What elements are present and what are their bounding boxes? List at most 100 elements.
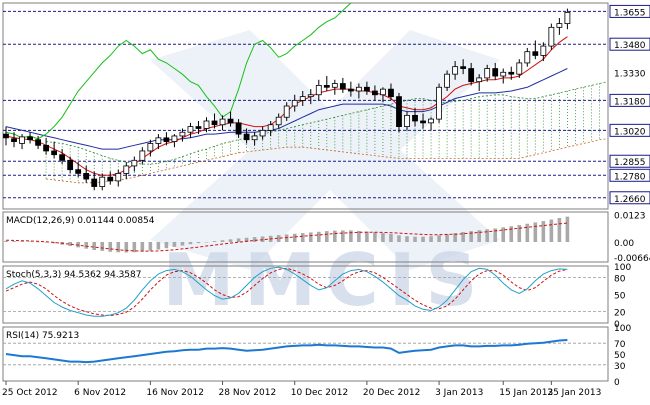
macd-bar bbox=[357, 230, 361, 242]
stoch-tick-label: 50 bbox=[614, 292, 626, 302]
macd-bar bbox=[477, 230, 481, 242]
candle-body bbox=[484, 68, 491, 79]
macd-bar bbox=[437, 235, 441, 242]
candle bbox=[171, 134, 178, 148]
candle bbox=[556, 17, 563, 35]
rsi-tick-label: 70 bbox=[614, 340, 626, 350]
macd-bar bbox=[244, 237, 249, 242]
macd-bar bbox=[188, 242, 193, 245]
macd-bar bbox=[292, 233, 297, 242]
candle bbox=[372, 85, 378, 101]
price-tick-label: 1.2855 bbox=[614, 158, 646, 168]
candle-body bbox=[339, 83, 346, 90]
senkou-span-a bbox=[46, 81, 608, 165]
macd-bar bbox=[140, 242, 145, 252]
candle-body bbox=[468, 68, 475, 83]
macd-bar bbox=[36, 241, 40, 243]
macd-bar bbox=[405, 236, 409, 242]
x-tick-label: 25 Jan 2013 bbox=[547, 388, 601, 398]
macd-bar bbox=[349, 230, 353, 242]
candle bbox=[243, 128, 250, 144]
macd-bar bbox=[493, 228, 498, 242]
rsi-frame bbox=[2, 326, 609, 382]
price-tick-label: 1.3330 bbox=[614, 69, 646, 79]
macd-tick-label: 0.00 bbox=[614, 239, 634, 249]
candle bbox=[420, 113, 426, 129]
candle-body bbox=[404, 114, 410, 128]
candle bbox=[388, 83, 394, 101]
watermark-logo-shape bbox=[150, 30, 500, 270]
candle bbox=[468, 62, 475, 86]
candle bbox=[380, 87, 386, 103]
rsi-tick-label: 100 bbox=[614, 324, 631, 334]
stoch-tick-label: 80 bbox=[614, 274, 626, 284]
candle-body bbox=[243, 133, 250, 141]
macd-bar bbox=[533, 222, 538, 242]
candle bbox=[35, 135, 41, 150]
x-tick-label: 28 Nov 2012 bbox=[219, 388, 277, 398]
macd-bar bbox=[445, 234, 449, 242]
candle bbox=[115, 169, 122, 187]
candle bbox=[147, 139, 154, 157]
macd-bar bbox=[68, 242, 72, 246]
rsi-label: RSI(14) 75.9213 bbox=[6, 331, 79, 341]
candle bbox=[396, 92, 402, 133]
candle bbox=[139, 147, 146, 165]
price-tick-label: 1.3480 bbox=[614, 41, 646, 51]
macd-bar bbox=[236, 238, 241, 242]
candle bbox=[275, 113, 282, 129]
candle-body bbox=[91, 178, 98, 187]
candle bbox=[444, 70, 451, 92]
candle-body bbox=[195, 126, 202, 129]
candle-body bbox=[19, 136, 25, 144]
candle-body bbox=[163, 137, 170, 142]
candle-body bbox=[396, 96, 402, 127]
macd-bar bbox=[20, 241, 24, 242]
candle bbox=[203, 117, 210, 133]
candle-body bbox=[275, 116, 282, 126]
macd-bar bbox=[308, 232, 313, 242]
x-tick-label: 16 Nov 2012 bbox=[146, 388, 204, 398]
macd-bar bbox=[300, 233, 305, 242]
watermark-logo bbox=[150, 30, 500, 270]
macd-bar bbox=[180, 242, 185, 246]
candle bbox=[508, 66, 515, 80]
macd-bar bbox=[52, 242, 56, 244]
candle bbox=[67, 156, 74, 174]
macd-bar bbox=[485, 229, 489, 242]
macd-bar bbox=[100, 242, 105, 251]
macd-bar bbox=[525, 223, 530, 242]
candle bbox=[412, 107, 418, 127]
candle-body bbox=[123, 165, 130, 174]
candle bbox=[476, 74, 483, 92]
candle-body bbox=[420, 120, 426, 124]
x-tick-label: 15 Jan 2013 bbox=[499, 388, 553, 398]
macd-bar bbox=[92, 242, 97, 250]
candle-body bbox=[347, 88, 354, 92]
candle-body bbox=[3, 133, 9, 139]
macd-bar bbox=[196, 242, 201, 244]
candle bbox=[43, 137, 49, 155]
candle-body bbox=[500, 71, 507, 77]
macd-bar bbox=[228, 239, 233, 242]
candle bbox=[19, 134, 25, 150]
candle-body bbox=[131, 159, 138, 167]
stoch-frame bbox=[2, 265, 609, 324]
candle bbox=[428, 117, 434, 131]
macd-bar bbox=[565, 216, 570, 242]
candle-body bbox=[388, 88, 394, 98]
candle bbox=[404, 111, 410, 131]
candle bbox=[347, 81, 354, 97]
candle bbox=[524, 47, 531, 67]
x-tick-label: 3 Jan 2013 bbox=[435, 388, 483, 398]
macd-bar bbox=[557, 218, 562, 242]
macd-bar bbox=[429, 236, 433, 242]
candle-body bbox=[556, 23, 563, 28]
candle bbox=[460, 59, 467, 75]
candle bbox=[548, 23, 555, 50]
macd-bar bbox=[501, 227, 506, 242]
candle bbox=[315, 79, 322, 101]
